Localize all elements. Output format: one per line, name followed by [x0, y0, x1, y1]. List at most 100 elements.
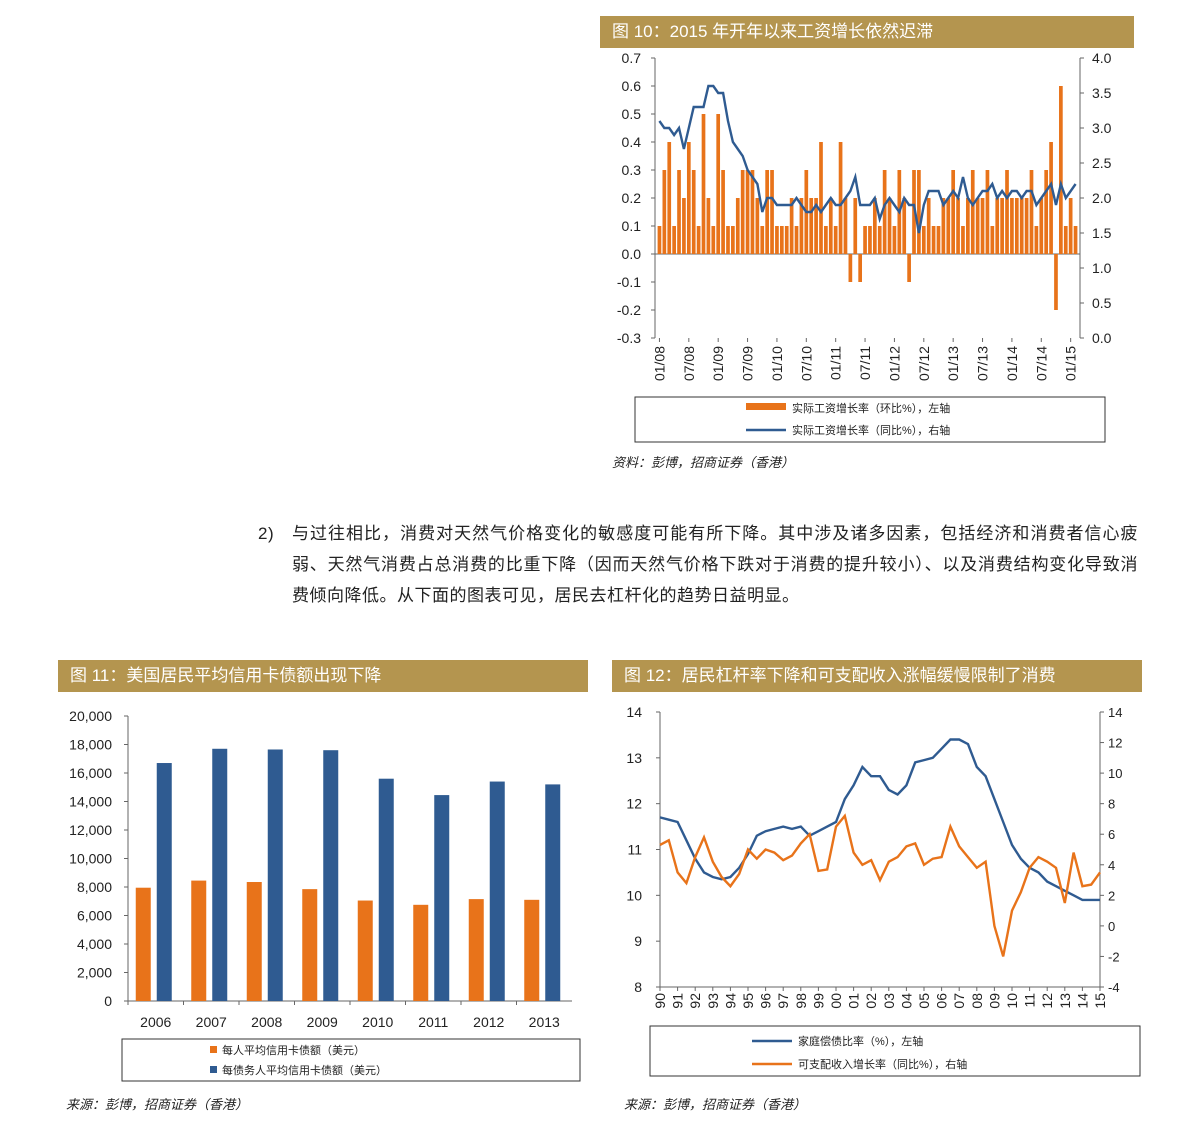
- fig10-bar: [1010, 198, 1014, 254]
- fig11-bar-series2: [434, 795, 450, 1001]
- fig11-bar-series1: [135, 887, 151, 1001]
- fig10-bar: [794, 226, 799, 254]
- fig10-x-tick-label: 01/12: [886, 346, 902, 381]
- fig10-bar: [819, 142, 823, 254]
- fig10-bar: [1014, 198, 1019, 254]
- fig10-x-tick-label: 07/14: [1033, 346, 1049, 381]
- fig12-left-tick-label: 8: [634, 979, 642, 995]
- fig10-bar: [941, 198, 946, 254]
- fig12-right-tick-label: 2: [1108, 888, 1115, 903]
- fig10-bar: [990, 226, 995, 254]
- fig10-bar: [882, 170, 887, 254]
- fig10-x-tick-label: 01/13: [945, 346, 961, 381]
- fig10-bar: [1019, 198, 1024, 254]
- fig10-bar: [912, 170, 916, 254]
- fig10-source: 资料：彭博，招商证券（香港）: [612, 455, 795, 470]
- fig10-bar: [706, 198, 711, 254]
- fig10-bar: [951, 170, 956, 254]
- fig10-bar: [892, 226, 897, 254]
- fig10-bar: [760, 226, 765, 254]
- fig12-x-tick-label: 97: [775, 993, 791, 1009]
- fig10-legend-label-bar: 实际工资增长率（环比%），左轴: [792, 401, 950, 415]
- fig11-y-tick-label: 14,000: [69, 794, 112, 810]
- fig10-bar: [848, 254, 853, 282]
- fig10-x-tick-label: 01/09: [710, 346, 726, 381]
- fig10-bar: [858, 254, 863, 282]
- fig10-bar: [926, 198, 931, 254]
- fig10-right-tick-label: 3.5: [1092, 85, 1112, 101]
- fig11-bar-series1: [302, 889, 318, 1001]
- fig10-left-tick-label: 0.4: [622, 134, 642, 150]
- fig12-left-tick-label: 11: [627, 842, 642, 858]
- fig12-source: 来源：彭博，招商证券（香港）: [624, 1097, 807, 1112]
- fig11-source: 来源：彭博，招商证券（香港）: [66, 1097, 249, 1112]
- fig10-bar: [755, 198, 760, 254]
- fig12-x-tick-label: 03: [881, 993, 897, 1009]
- fig12-x-tick-label: 90: [652, 993, 668, 1009]
- fig10-x-tick-label: 07/10: [798, 346, 814, 381]
- fig12-x-tick-label: 01: [846, 993, 862, 1009]
- fig11-bar-series2: [378, 778, 394, 1001]
- fig10-bar: [843, 198, 848, 254]
- fig12-x-tick-label: 02: [863, 993, 879, 1009]
- fig10-bar: [662, 170, 667, 254]
- fig11-bar-series2: [267, 749, 283, 1001]
- fig10-bar: [779, 226, 784, 254]
- fig10-chart: -0.3 -0.2 -0.1 0.0 0.1 0.2 0.3 0.4 0.5 0.6 0.7 0.0 0…: [617, 50, 1112, 443]
- fig10-bar: [745, 170, 750, 254]
- fig10-left-tick-label: 0.3: [622, 162, 642, 178]
- fig11-title: 图 11：美国居民平均信用卡债额出现下降: [58, 660, 588, 692]
- fig10-bar: [789, 198, 794, 254]
- fig10-bar: [1054, 254, 1058, 310]
- fig11-bar-series1: [357, 900, 373, 1001]
- fig10-bar: [833, 226, 838, 254]
- fig10-bar: [1063, 226, 1068, 254]
- fig11-y-tick-label: 18,000: [69, 737, 112, 753]
- fig10-bar: [1044, 170, 1049, 254]
- fig11-y-tick-label: 12,000: [69, 822, 112, 838]
- fig10-bar: [853, 198, 858, 254]
- fig10-bar: [961, 226, 965, 254]
- fig11-x-tick-label: 2008: [251, 1014, 282, 1030]
- fig10-line-series: [658, 84, 1077, 234]
- fig10-bar: [735, 198, 740, 254]
- fig10-bar: [770, 170, 774, 254]
- fig12-x-tick-label: 06: [934, 993, 950, 1009]
- fig12-left-tick-label: 10: [626, 887, 642, 903]
- fig12-x-tick-label: 98: [793, 993, 809, 1009]
- fig10-bar: [970, 170, 975, 254]
- fig11-y-tick-label: 16,000: [69, 765, 112, 781]
- fig12-x-tick-label: 93: [705, 993, 721, 1009]
- fig10-bar: [1039, 198, 1044, 254]
- fig10-legend-label-line: 实际工资增长率（同比%），右轴: [792, 423, 950, 437]
- fig11-legend-label-2: 每债务人平均信用卡债额（美元）: [222, 1063, 387, 1077]
- fig11-y-tick-label: 4,000: [77, 936, 112, 952]
- fig10-right-tick-label: 3.0: [1092, 120, 1112, 136]
- fig12-left-tick-label: 14: [626, 704, 642, 720]
- fig10-bar: [1073, 226, 1078, 254]
- fig10-bar: [975, 198, 980, 254]
- fig12-legend: [649, 1025, 1141, 1077]
- fig10-left-tick-label: 0.2: [622, 190, 642, 206]
- paragraph-text: 与过往相比，消费对天然气价格变化的敏感度可能有所下降。其中涉及诸多因素，包括经济…: [292, 524, 1138, 605]
- fig11-y-tick-label: 2,000: [77, 965, 112, 981]
- fig10-left-tick-label: -0.3: [617, 330, 641, 346]
- fig10-bar: [775, 226, 779, 254]
- fig10-left-tick-label: 0.1: [622, 218, 642, 234]
- fig11-x-tick-label: 2007: [196, 1014, 227, 1030]
- fig12-x-tick-label: 12: [1039, 993, 1055, 1009]
- fig10-x-tick-label: 07/08: [681, 346, 697, 381]
- fig12-x-tick-label: 96: [758, 993, 774, 1009]
- fig11-bar-series1: [413, 904, 429, 1001]
- fig10-bar: [887, 198, 892, 254]
- fig10-left-tick-label: 0.0: [622, 246, 642, 262]
- fig12-right-tick-label: -4: [1108, 980, 1120, 995]
- fig10-bar: [1029, 170, 1034, 254]
- fig10-legend-swatch-bar: [746, 403, 786, 410]
- fig10-right-tick-label: 0.5: [1092, 295, 1112, 311]
- fig10-bar: [828, 198, 833, 254]
- fig10-right-tick-label: 1.0: [1092, 260, 1112, 276]
- fig11-y-tick-label: 6,000: [77, 908, 112, 924]
- fig12-x-tick-label: 13: [1057, 993, 1073, 1009]
